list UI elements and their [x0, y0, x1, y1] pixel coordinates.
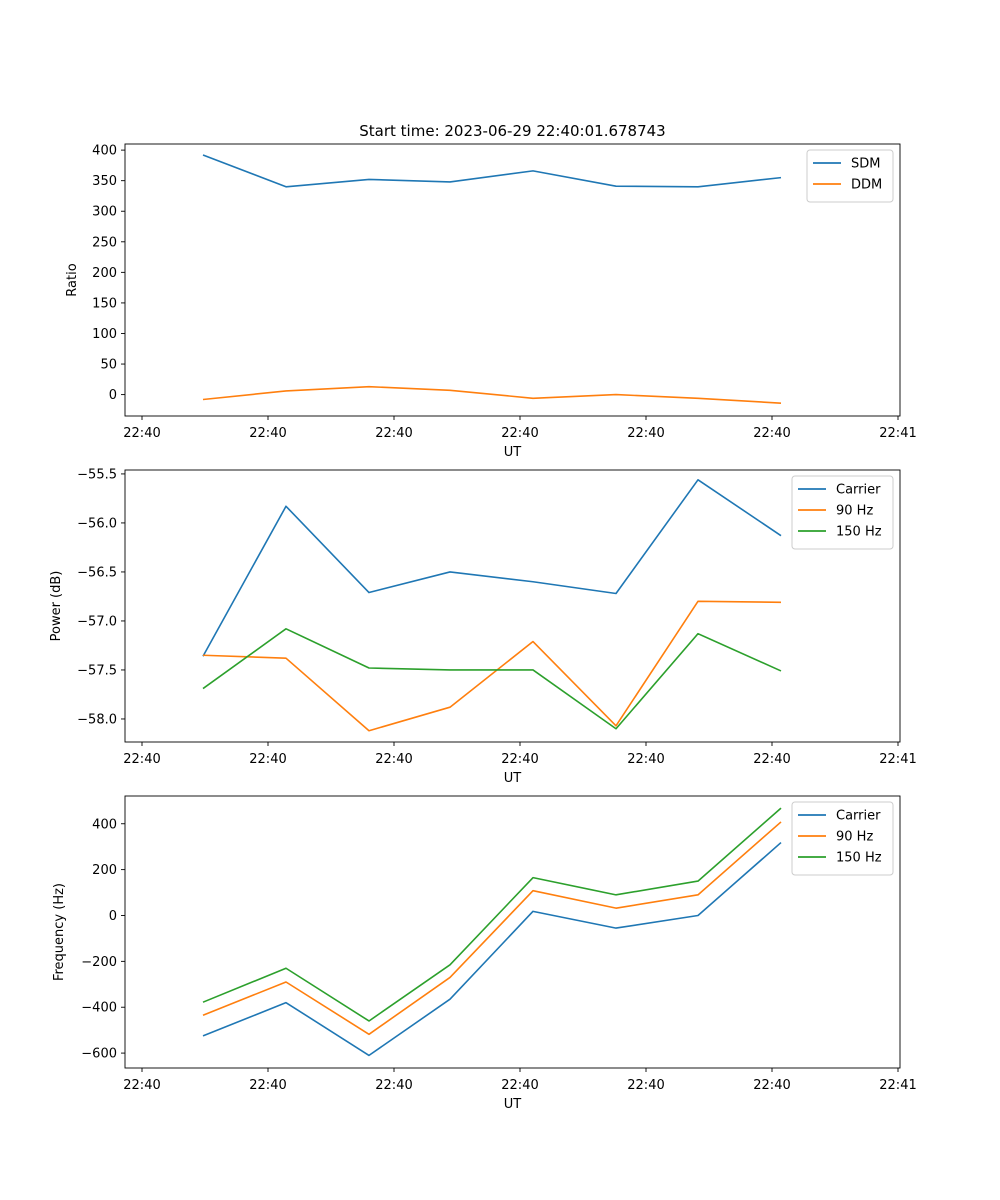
x-axis-label: UT	[504, 1097, 522, 1112]
x-tick-label: 22:40	[249, 752, 286, 767]
x-tick-label: 22:40	[375, 752, 412, 767]
x-axis-label: UT	[504, 445, 522, 460]
y-tick-label: −200	[81, 955, 117, 970]
y-tick-label: 350	[92, 174, 117, 189]
x-tick-label: 22:40	[249, 1078, 286, 1093]
x-axis-label: UT	[504, 771, 522, 786]
series-line-150-hz	[202, 627, 782, 730]
x-tick-label: 22:41	[879, 426, 916, 441]
y-tick-label: 50	[100, 358, 117, 373]
y-tick-label: −57.0	[77, 614, 117, 629]
legend-label: Carrier	[836, 809, 881, 824]
y-tick-label: −56.0	[77, 516, 117, 531]
y-axis-label: Frequency (Hz)	[52, 883, 67, 981]
series-line-carrier	[202, 478, 782, 657]
series-line-90-hz	[202, 821, 782, 1036]
x-tick-label: 22:40	[375, 1078, 412, 1093]
x-tick-label: 22:40	[375, 426, 412, 441]
panels: 22:40 22:40 22:40 22:40 22:40 22:40 22:41 0 50 10…	[49, 143, 917, 1112]
series-line-150-hz	[202, 807, 782, 1022]
y-tick-label: −58.0	[77, 712, 117, 727]
legend-label: 150 Hz	[836, 851, 882, 866]
x-tick-label: 22:40	[753, 752, 790, 767]
x-tick-label: 22:40	[627, 426, 664, 441]
y-tick-label: −57.5	[77, 663, 117, 678]
series-line-90-hz	[202, 600, 782, 732]
y-tick-label: 0	[109, 388, 117, 403]
legend-label: 90 Hz	[836, 504, 873, 519]
x-tick-label: 22:40	[753, 1078, 790, 1093]
y-tick-label: 200	[92, 266, 117, 281]
series-line-carrier	[202, 841, 782, 1057]
figure-title: Start time: 2023-06-29 22:40:01.678743	[359, 122, 665, 140]
x-tick-label: 22:40	[753, 426, 790, 441]
legend-label: Carrier	[836, 483, 881, 498]
y-tick-label: −55.5	[77, 467, 117, 482]
y-axis-label: Ratio	[65, 263, 80, 296]
x-tick-label: 22:40	[501, 426, 538, 441]
legend: Carrier 90 Hz 150 Hz	[791, 475, 894, 550]
x-tick-label: 22:40	[627, 1078, 664, 1093]
legend: SDM DDM	[806, 149, 894, 203]
x-tick-label: 22:41	[879, 752, 916, 767]
chart-panel-1: 22:40 22:40 22:40 22:40 22:40 22:40 22:41 0 50 10…	[65, 143, 917, 460]
axes-frame	[124, 143, 901, 417]
legend: Carrier 90 Hz 150 Hz	[791, 801, 894, 876]
y-tick-label: 250	[92, 235, 117, 250]
legend-label: SDM	[851, 157, 880, 172]
x-tick-label: 22:40	[123, 752, 160, 767]
y-tick-label: 100	[92, 327, 117, 342]
x-tick-label: 22:40	[501, 752, 538, 767]
x-tick-label: 22:40	[123, 426, 160, 441]
chart-panel-2: 22:40 22:40 22:40 22:40 22:40 22:40 22:41 −58.0…	[49, 467, 917, 786]
x-tick-label: 22:40	[123, 1078, 160, 1093]
x-tick-label: 22:41	[879, 1078, 916, 1093]
series-line-sdm	[202, 154, 782, 188]
x-tick-label: 22:40	[249, 426, 286, 441]
axes-frame	[124, 469, 901, 743]
y-tick-label: 0	[109, 909, 117, 924]
y-tick-label: −600	[81, 1047, 117, 1062]
y-tick-label: 200	[92, 863, 117, 878]
y-tick-label: −400	[81, 1001, 117, 1016]
series-line-ddm	[202, 385, 782, 404]
x-tick-label: 22:40	[501, 1078, 538, 1093]
legend-label: 150 Hz	[836, 525, 882, 540]
legend-label: 90 Hz	[836, 830, 873, 845]
legend-label: DDM	[851, 178, 882, 193]
y-tick-label: 400	[92, 817, 117, 832]
y-tick-label: 400	[92, 144, 117, 159]
chart-panel-3: 22:40 22:40 22:40 22:40 22:40 22:40 22:41 −600 −…	[52, 795, 917, 1112]
x-tick-label: 22:40	[627, 752, 664, 767]
y-axis-label: Power (dB)	[49, 571, 64, 642]
y-tick-label: 300	[92, 205, 117, 220]
y-tick-label: 150	[92, 296, 117, 311]
y-tick-label: −56.5	[77, 565, 117, 580]
axes-frame	[124, 795, 901, 1069]
